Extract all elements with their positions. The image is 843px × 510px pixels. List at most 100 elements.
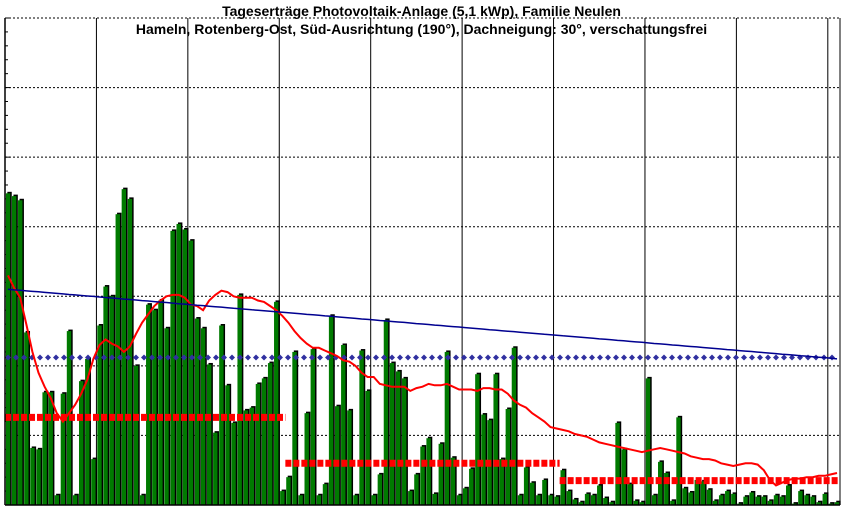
chart-title: Tageserträge Photovoltaik-Anlage (5,1 kW… bbox=[222, 3, 621, 19]
bar bbox=[475, 374, 480, 505]
mean-marker bbox=[749, 354, 755, 361]
bar bbox=[139, 495, 145, 505]
bar bbox=[231, 422, 236, 505]
bar bbox=[462, 488, 468, 505]
mean-marker bbox=[149, 354, 155, 361]
bar bbox=[572, 499, 578, 505]
mean-marker bbox=[101, 354, 107, 361]
mean-marker bbox=[453, 354, 459, 361]
bar bbox=[389, 363, 395, 505]
mean-marker bbox=[413, 354, 419, 361]
bar bbox=[359, 350, 364, 505]
bar bbox=[322, 484, 328, 505]
mean-marker bbox=[285, 354, 291, 361]
mean-marker bbox=[397, 354, 403, 361]
bar bbox=[682, 488, 687, 505]
mean-marker bbox=[709, 354, 715, 361]
mean-marker bbox=[429, 354, 435, 361]
mean-marker bbox=[701, 354, 707, 361]
bar bbox=[97, 325, 102, 505]
bar bbox=[438, 443, 443, 505]
mean-marker bbox=[533, 354, 539, 361]
mean-marker bbox=[373, 354, 379, 361]
bar bbox=[194, 318, 200, 505]
bar bbox=[456, 495, 462, 505]
mean-marker bbox=[293, 354, 299, 361]
bar bbox=[798, 491, 803, 505]
bar bbox=[408, 491, 413, 505]
moving-average-line bbox=[7, 274, 838, 487]
mean-marker bbox=[493, 354, 499, 361]
mean-marker bbox=[37, 354, 43, 361]
bar bbox=[469, 468, 474, 505]
bar bbox=[213, 432, 218, 505]
bar bbox=[78, 381, 84, 505]
mean-marker bbox=[509, 354, 515, 361]
bar bbox=[554, 496, 559, 505]
bar bbox=[773, 495, 779, 505]
bar bbox=[225, 385, 230, 505]
mean-marker bbox=[45, 354, 51, 361]
bar bbox=[237, 294, 242, 505]
bar bbox=[176, 223, 181, 505]
mean-marker bbox=[653, 354, 659, 361]
bar bbox=[341, 344, 346, 505]
mean-marker bbox=[757, 354, 763, 361]
mean-marker bbox=[237, 354, 243, 361]
bar bbox=[298, 495, 303, 505]
bar bbox=[718, 495, 724, 505]
mean-marker bbox=[301, 354, 307, 361]
bar bbox=[334, 406, 340, 505]
mean-marker bbox=[197, 354, 203, 361]
mean-marker bbox=[733, 354, 739, 361]
bar bbox=[499, 459, 504, 505]
bar bbox=[182, 229, 187, 506]
bar bbox=[597, 485, 602, 505]
bar bbox=[304, 413, 309, 505]
mean-marker bbox=[229, 354, 235, 361]
bar bbox=[743, 496, 748, 505]
mean-marker bbox=[773, 354, 779, 361]
bar-shadow bbox=[738, 502, 744, 505]
bar bbox=[243, 410, 248, 505]
bar-shadow bbox=[830, 502, 835, 505]
bar bbox=[517, 495, 523, 505]
mean-marker bbox=[485, 354, 491, 361]
bar bbox=[670, 500, 675, 505]
mean-marker bbox=[389, 354, 395, 361]
mean-marker bbox=[309, 354, 315, 361]
mean-marker bbox=[61, 354, 67, 361]
bar bbox=[432, 493, 437, 505]
mean-marker bbox=[445, 354, 451, 361]
bar bbox=[85, 358, 90, 505]
bar bbox=[395, 371, 401, 505]
bar bbox=[810, 496, 815, 505]
mean-marker bbox=[261, 354, 267, 361]
bar bbox=[651, 495, 657, 505]
bar bbox=[505, 408, 511, 505]
bar bbox=[627, 484, 632, 505]
bar bbox=[280, 491, 285, 505]
bar bbox=[36, 449, 41, 505]
bar bbox=[536, 495, 541, 505]
mean-marker bbox=[325, 354, 331, 361]
bar bbox=[603, 498, 608, 505]
bar bbox=[267, 363, 273, 505]
mean-marker bbox=[565, 354, 571, 361]
bar bbox=[146, 304, 151, 505]
bar bbox=[377, 474, 383, 505]
bar bbox=[511, 347, 517, 505]
mean-marker bbox=[541, 354, 547, 361]
bar bbox=[292, 351, 297, 505]
bar bbox=[66, 331, 72, 505]
bar bbox=[371, 495, 376, 505]
mean-marker bbox=[277, 354, 283, 361]
bar bbox=[274, 301, 279, 505]
bar bbox=[286, 477, 291, 505]
bar bbox=[676, 417, 681, 505]
bar bbox=[712, 500, 718, 505]
bar bbox=[11, 196, 17, 506]
mean-marker bbox=[421, 354, 427, 361]
bar bbox=[30, 447, 35, 505]
